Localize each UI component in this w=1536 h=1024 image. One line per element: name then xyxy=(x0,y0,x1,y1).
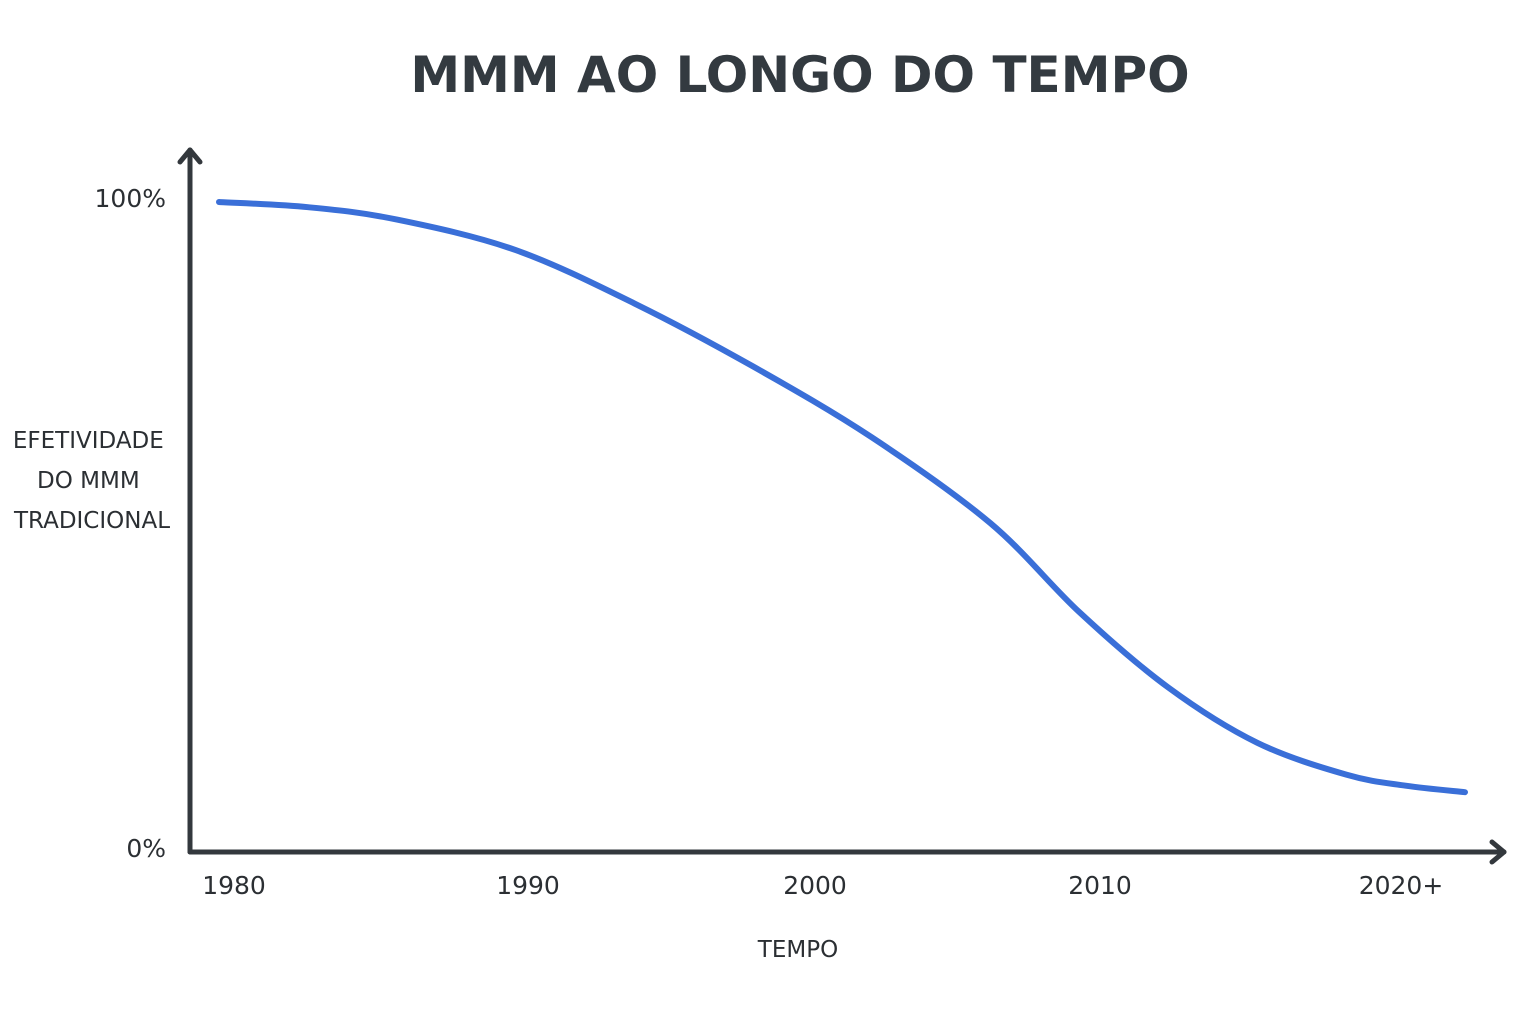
x-tick-label: 1990 xyxy=(496,871,560,900)
y-axis-label-line-3: TRADICIONAL xyxy=(13,508,170,534)
x-tick-label: 2020+ xyxy=(1359,871,1444,900)
x-axis-arrow xyxy=(1489,839,1507,865)
y-tick-labels: 0% 100% xyxy=(95,184,166,863)
x-tick-label: 2010 xyxy=(1068,871,1132,900)
x-tick-labels: 1980 1990 2000 2010 2020+ xyxy=(202,871,1443,900)
y-tick-label: 100% xyxy=(95,184,166,213)
x-tick-label: 2000 xyxy=(783,871,847,900)
x-tick-label: 1980 xyxy=(202,871,266,900)
x-axis-label: TEMPO xyxy=(757,937,838,963)
y-axis-arrow xyxy=(177,147,203,165)
axes xyxy=(177,147,1507,865)
chart-title: MMM AO LONGO DO TEMPO xyxy=(410,46,1189,104)
y-axis-label-line-1: EFETIVIDADE xyxy=(13,428,164,454)
y-axis-label: EFETIVIDADE DO MMM TRADICIONAL xyxy=(13,428,171,534)
series-line-0 xyxy=(216,199,1468,796)
y-tick-label: 0% xyxy=(126,834,166,863)
series-group xyxy=(216,199,1468,796)
y-axis-label-line-2: DO MMM xyxy=(37,468,140,494)
